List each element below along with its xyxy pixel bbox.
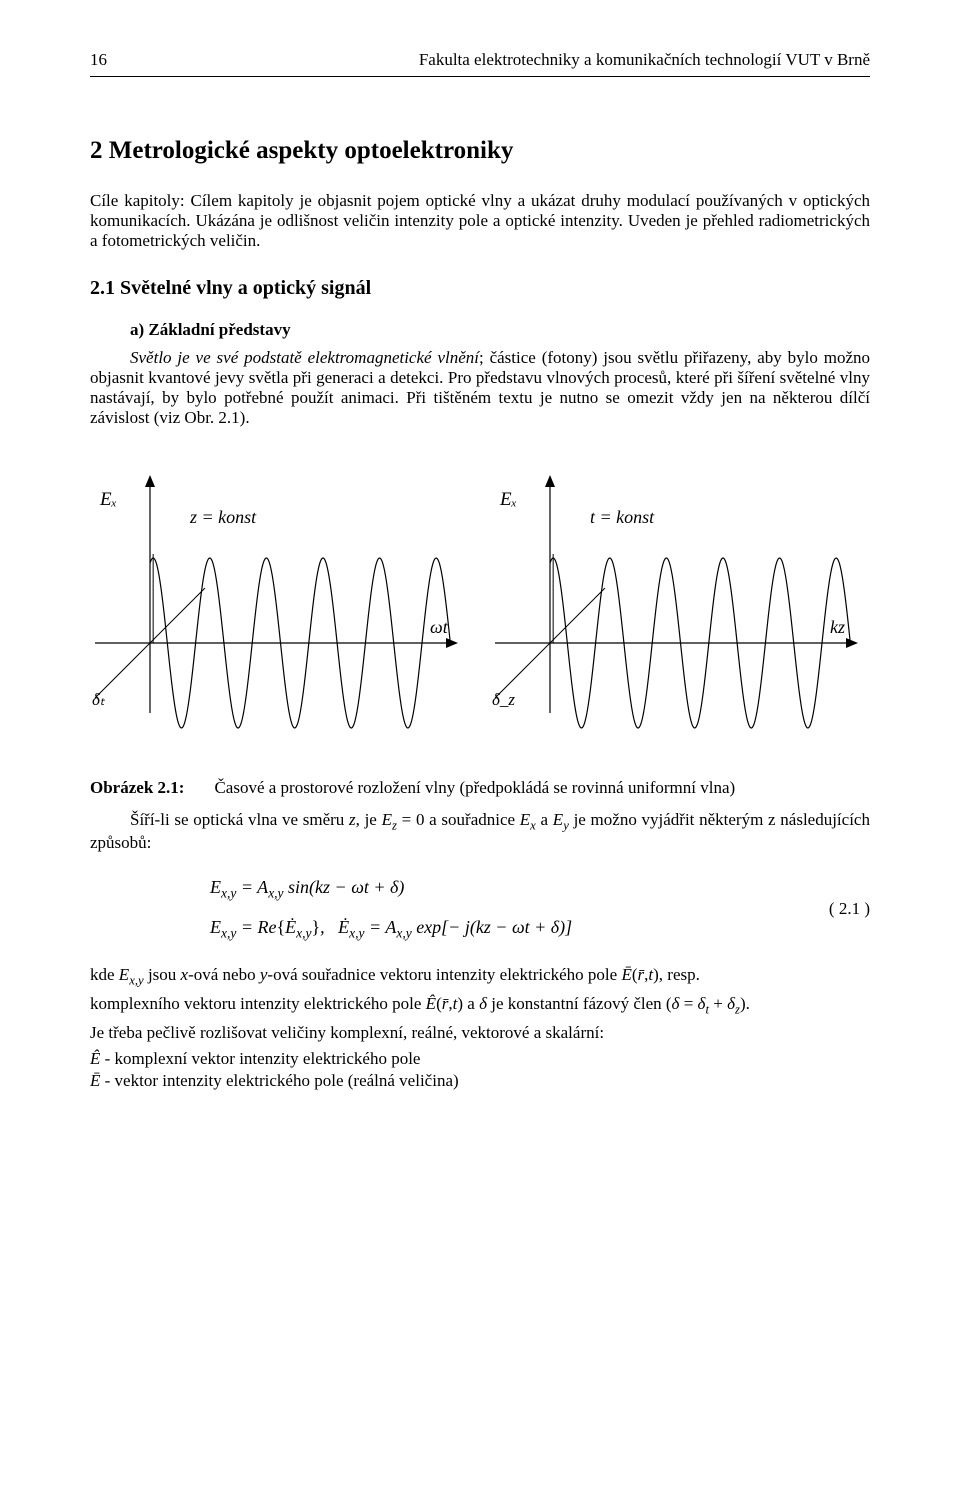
figure-2-1: Eₓ z = konst ωt δₜ Eₓ t = konst kz δ_z xyxy=(90,458,870,748)
svg-text:δₜ: δₜ xyxy=(92,690,106,709)
note-line: Je třeba pečlivě rozlišovat veličiny kom… xyxy=(90,1023,870,1043)
svg-text:kz: kz xyxy=(830,617,845,637)
chapter-goal: Cíle kapitoly: Cílem kapitoly je objasni… xyxy=(90,191,870,251)
svg-text:t = konst: t = konst xyxy=(590,507,655,527)
subsection-a-title: a) Základní představy xyxy=(90,320,870,340)
wave-plot-left: Eₓ z = konst ωt δₜ xyxy=(90,458,470,748)
equation-line-2: Ex,y = Re{Ėx,y}, Ėx,y = Ax,y exp[− j(kz … xyxy=(210,909,800,947)
figure-caption-label: Obrázek 2.1: xyxy=(90,778,184,797)
complex-line: komplexního vektoru intenzity elektrické… xyxy=(90,994,870,1017)
equation-number: ( 2.1 ) xyxy=(800,899,870,919)
svg-text:δ_z: δ_z xyxy=(492,690,515,709)
running-head: Fakulta elektrotechniky a komunikačních … xyxy=(419,50,870,70)
svg-text:Eₓ: Eₓ xyxy=(99,489,117,510)
svg-text:ωt: ωt xyxy=(430,617,449,637)
equation-2-1: Ex,y = Ax,y sin(kz − ωt + δ) Ex,y = Re{Ė… xyxy=(90,869,870,948)
vector-item-2: Ē - vektor intenzity elektrického pole (… xyxy=(90,1071,870,1091)
para-1: Světlo je ve své podstatě elektromagneti… xyxy=(90,348,870,428)
svg-text:z = konst: z = konst xyxy=(189,507,257,527)
vector-item-1: Ê - komplexní vektor intenzity elektrick… xyxy=(90,1049,870,1069)
para-1-lead: Světlo je ve své podstatě elektromagneti… xyxy=(130,348,479,367)
equation-content: Ex,y = Ax,y sin(kz − ωt + δ) Ex,y = Re{Ė… xyxy=(90,869,800,948)
where-line: kde Ex,y jsou x-ová nebo y-ová souřadnic… xyxy=(90,965,870,988)
section-title: 2.1 Světelné vlny a optický signál xyxy=(90,277,870,300)
chapter-title: 2 Metrologické aspekty optoelektroniky xyxy=(90,137,870,165)
after-figure-para: Šíří-li se optická vlna ve směru z, je E… xyxy=(90,810,870,853)
page-number: 16 xyxy=(90,50,107,70)
equation-line-1: Ex,y = Ax,y sin(kz − ωt + δ) xyxy=(210,869,800,907)
figure-caption-text: Časové a prostorové rozložení vlny (před… xyxy=(214,778,735,797)
svg-text:Eₓ: Eₓ xyxy=(499,489,517,510)
page: 16 Fakulta elektrotechniky a komunikační… xyxy=(0,0,960,1487)
page-header: 16 Fakulta elektrotechniky a komunikační… xyxy=(90,50,870,77)
figure-caption: Obrázek 2.1: Časové a prostorové rozložen… xyxy=(90,778,870,798)
wave-plot-right: Eₓ t = konst kz δ_z xyxy=(490,458,870,748)
